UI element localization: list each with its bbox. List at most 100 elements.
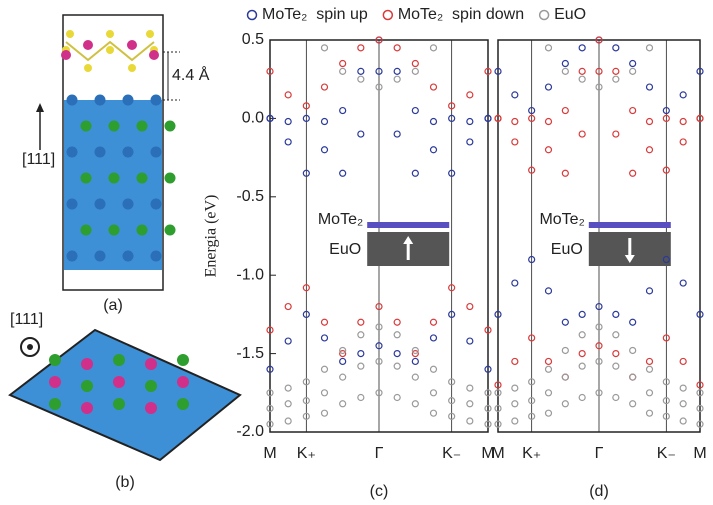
eu-atom <box>122 94 134 106</box>
te-atom <box>106 46 114 54</box>
band-point <box>645 357 654 366</box>
band-point <box>629 400 637 408</box>
band-point <box>612 67 620 75</box>
x-tick-label: K₊ <box>297 445 316 462</box>
inset-label: EuO <box>329 241 361 258</box>
x-tick-label: M <box>263 445 276 462</box>
band-point <box>494 389 502 397</box>
panel-label: (d) <box>589 483 609 500</box>
band-point <box>339 357 347 366</box>
band-point <box>302 169 310 177</box>
band-point <box>266 365 274 373</box>
o-atom <box>136 172 148 184</box>
band-point <box>375 83 383 91</box>
eu-atom <box>150 146 162 158</box>
plot: M K₊ Γ K₋ M -2.0 -1.5 -1.0 -0.5 0.0 0.5 Energia (eV… <box>203 31 495 500</box>
o-atom <box>49 354 61 366</box>
mo-atom <box>81 402 93 414</box>
eu-atom <box>66 146 78 158</box>
band-point <box>320 365 329 373</box>
legend-marker <box>246 9 258 21</box>
band-point <box>544 83 553 91</box>
legend: MoTe₂ spin up MoTe₂ spin down EuO <box>246 6 586 23</box>
band-point <box>578 350 586 358</box>
x-tick-label: K₋ <box>657 445 676 462</box>
band-point <box>466 337 474 345</box>
band-point <box>484 389 492 397</box>
mo-atom <box>113 376 125 388</box>
band-point <box>679 417 687 425</box>
band-point <box>411 350 419 358</box>
inset-label: MoTe₂ <box>539 211 584 228</box>
band-point <box>357 318 365 326</box>
band-point <box>466 302 474 311</box>
band-point <box>393 350 401 358</box>
band-point <box>662 166 670 174</box>
o-atom <box>177 354 189 366</box>
band-point <box>595 83 603 91</box>
band-point <box>561 400 569 408</box>
band-point <box>595 36 603 44</box>
band-point <box>528 397 536 405</box>
band-point <box>595 389 603 397</box>
y-tick-label: -1.5 <box>236 345 264 362</box>
plot: M K₊ Γ K₋ M (d) MoTe₂ EuO <box>491 36 707 500</box>
band-point <box>645 409 654 417</box>
band-point <box>448 284 456 292</box>
band-point <box>466 91 474 99</box>
mo-atom <box>61 50 71 60</box>
band-point <box>320 318 329 326</box>
band-point <box>696 389 704 397</box>
o-atom <box>113 354 125 366</box>
band-point <box>484 326 492 334</box>
o-atom <box>177 398 189 410</box>
x-tick-label: Γ <box>595 445 604 462</box>
eu-atom <box>94 146 106 158</box>
band-point <box>612 362 620 370</box>
out-of-plane-symbol <box>27 344 33 350</box>
band-point <box>612 350 620 358</box>
o-atom <box>80 224 92 236</box>
band-point <box>645 287 654 295</box>
band-point <box>696 381 704 389</box>
eu-atom <box>66 198 78 210</box>
o-atom <box>136 120 148 132</box>
band-point <box>561 106 569 115</box>
band-point <box>357 67 365 75</box>
band-point <box>561 318 569 326</box>
band-point <box>320 44 329 52</box>
inset-mote2-layer <box>367 222 450 228</box>
band-point <box>494 310 502 318</box>
band-point <box>662 397 670 405</box>
y-tick-label: -0.5 <box>236 188 264 205</box>
band-point <box>662 114 670 123</box>
eu-atom <box>150 198 162 210</box>
y-axis-label: Energia (eV) <box>203 195 220 278</box>
band-point <box>662 255 670 264</box>
out-of-plane-symbol <box>20 337 40 357</box>
band-point <box>375 67 383 75</box>
band-point <box>320 83 329 91</box>
inset-label: MoTe₂ <box>318 211 363 228</box>
band-point <box>357 350 365 358</box>
x-tick-label: M <box>693 445 706 462</box>
band-point <box>645 117 654 126</box>
band-point <box>284 117 292 126</box>
band-point <box>375 342 383 350</box>
band-point <box>429 146 438 154</box>
band-point <box>375 357 383 366</box>
band-point <box>484 420 492 428</box>
band-point <box>411 346 419 355</box>
band-point <box>266 326 274 334</box>
o-atom <box>80 120 92 132</box>
band-point <box>375 36 383 44</box>
band-point <box>320 389 329 397</box>
band-point <box>528 114 536 123</box>
band-point <box>284 337 292 345</box>
band-point <box>494 67 502 75</box>
band-point <box>466 417 474 425</box>
band-point <box>429 389 438 397</box>
mo-atom <box>81 358 93 370</box>
mo-atom <box>145 402 157 414</box>
